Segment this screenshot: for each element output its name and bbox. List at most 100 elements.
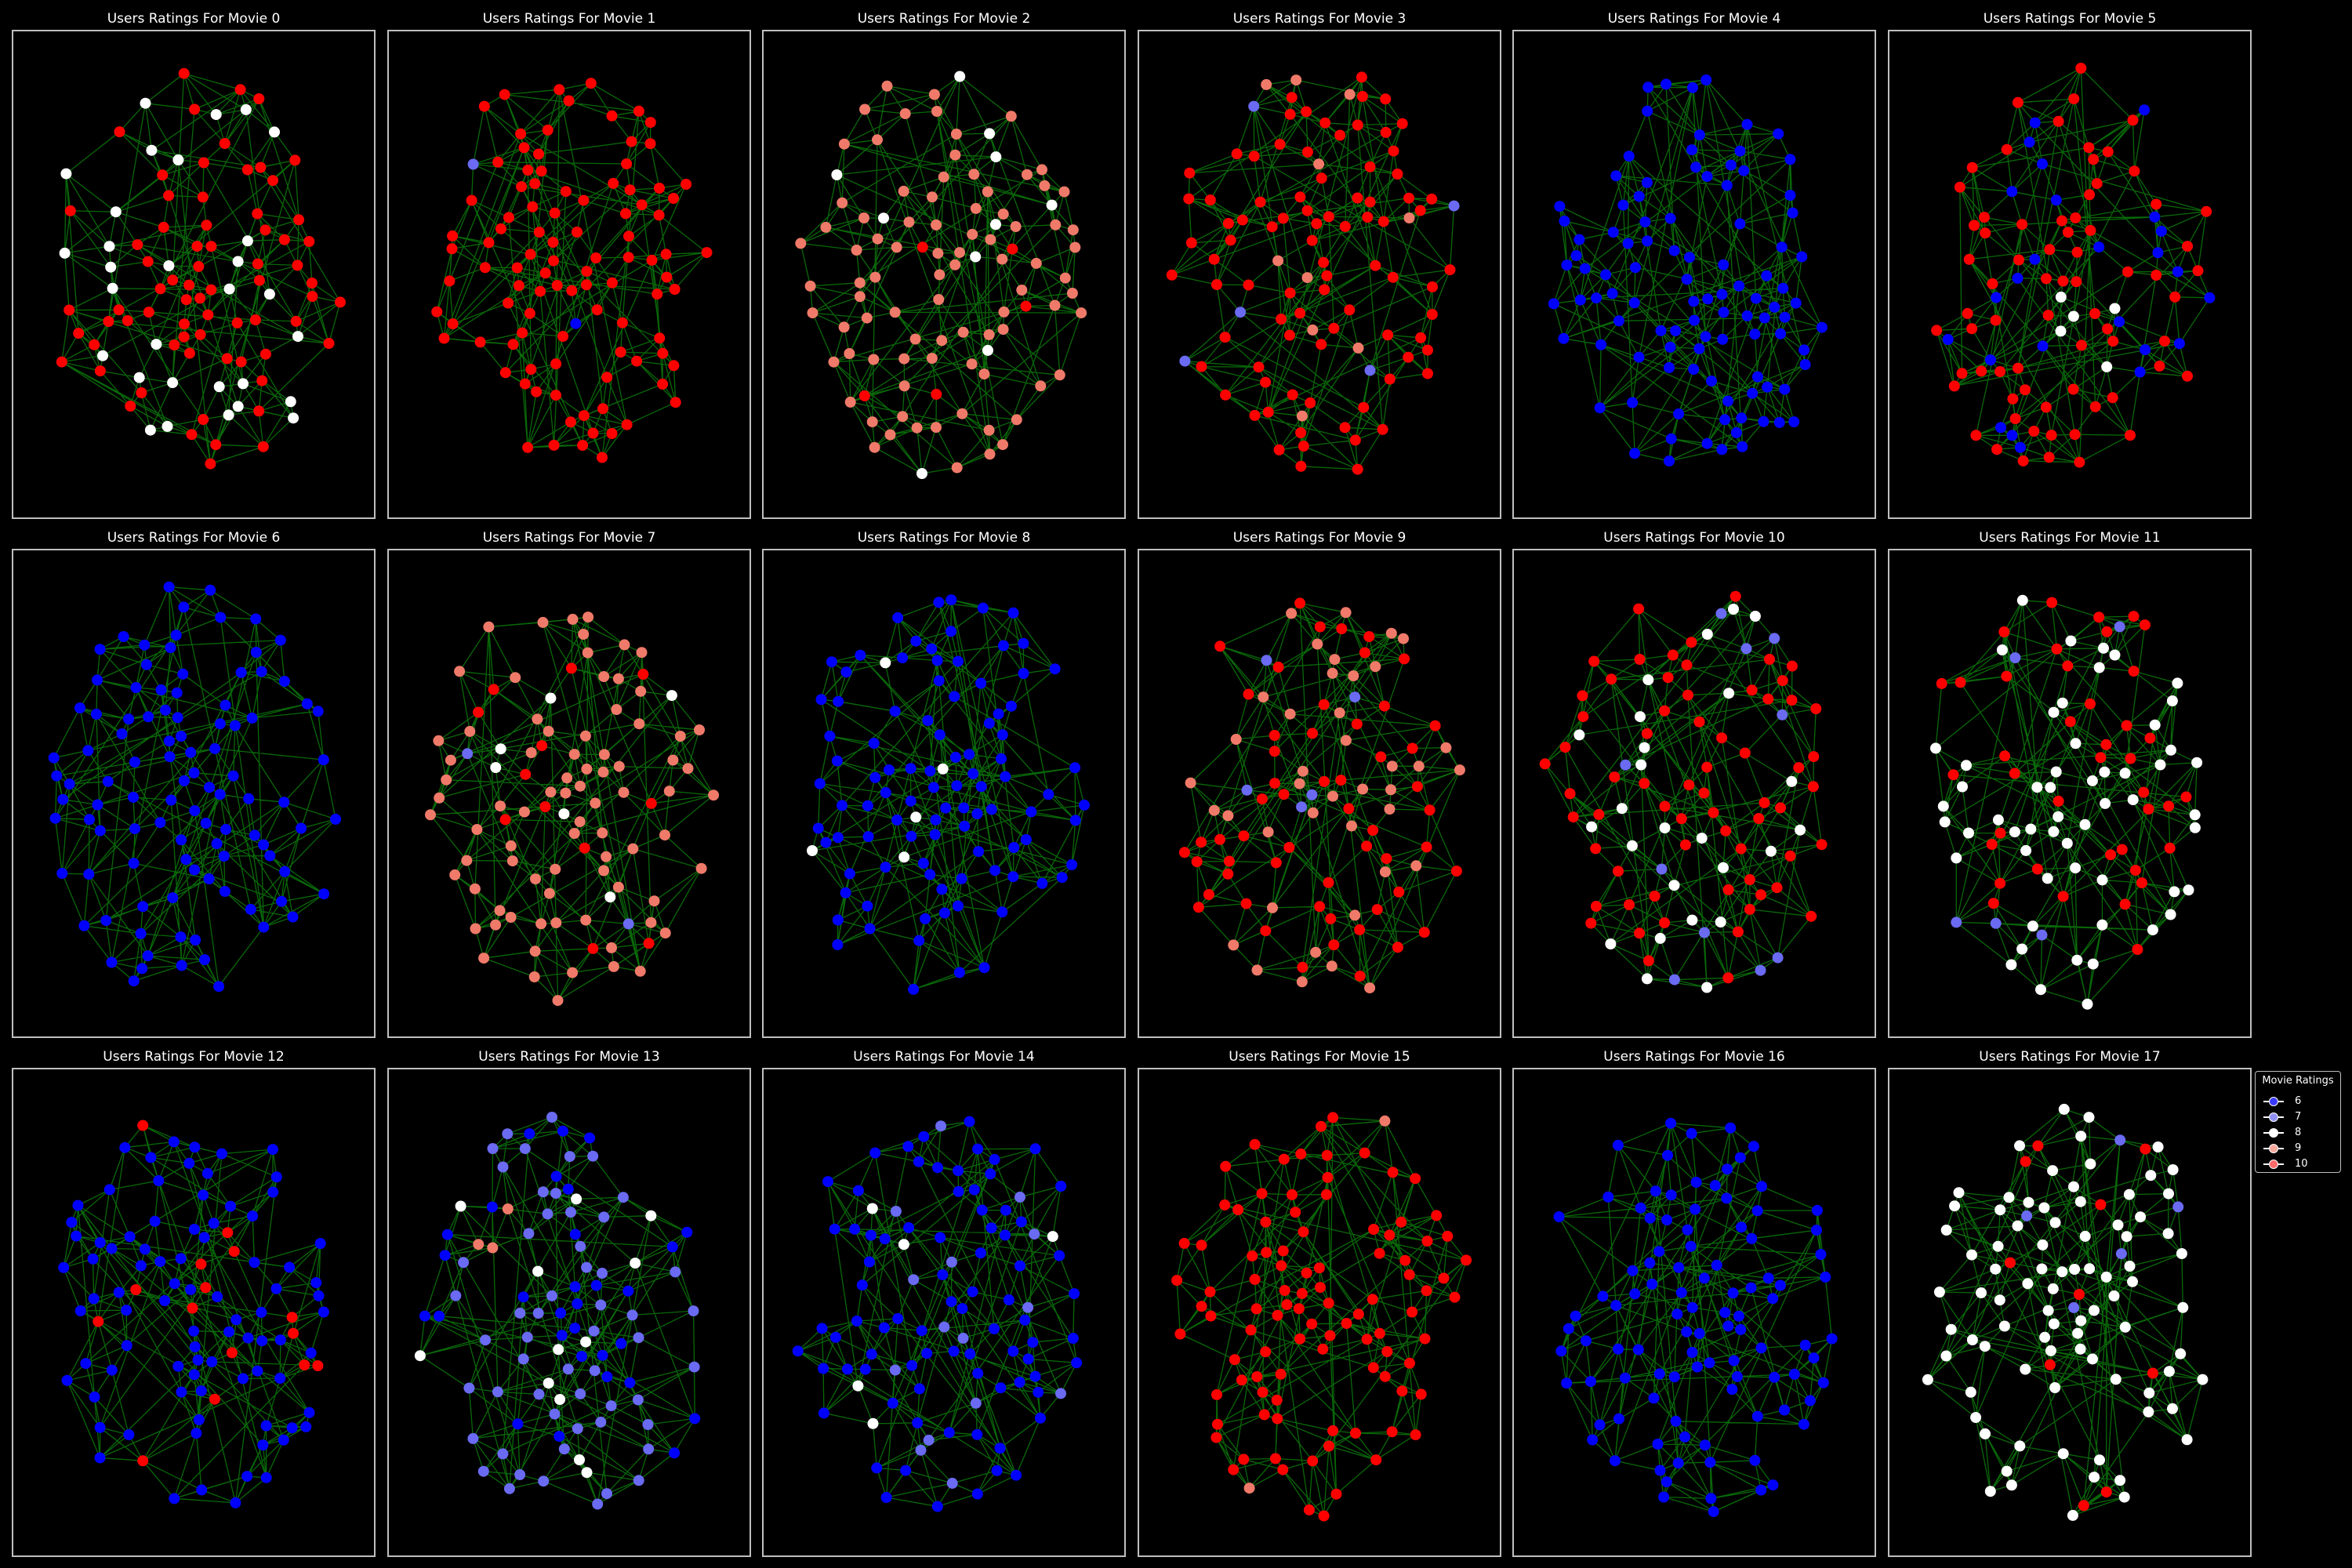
user-node-rating-8 bbox=[1990, 1263, 2002, 1275]
user-node-rating-6 bbox=[313, 1290, 325, 1301]
network-graph-movie-15 bbox=[1171, 1112, 1472, 1522]
legend-marker-8 bbox=[2269, 1128, 2278, 1138]
user-node-rating-6 bbox=[1722, 1163, 1733, 1175]
user-node-rating-10 bbox=[142, 256, 154, 267]
network-graph-movie-12 bbox=[58, 1120, 329, 1508]
user-node-rating-6 bbox=[58, 1261, 70, 1273]
user-node-rating-6 bbox=[991, 1465, 1003, 1476]
user-node-rating-6 bbox=[880, 1492, 892, 1503]
user-node-rating-6 bbox=[891, 814, 903, 826]
user-node-rating-6 bbox=[250, 647, 262, 658]
panel-movie-3: Users Ratings For Movie 3 bbox=[1138, 11, 1501, 519]
user-node-rating-6 bbox=[123, 713, 135, 725]
user-node-rating-6 bbox=[1762, 381, 1773, 393]
user-node-rating-10 bbox=[636, 199, 648, 211]
user-node-rating-6 bbox=[199, 954, 210, 966]
panel-title: Users Ratings For Movie 16 bbox=[1603, 1049, 1785, 1065]
user-node-rating-8 bbox=[495, 743, 506, 755]
user-node-rating-6 bbox=[1688, 296, 1700, 307]
user-node-rating-8 bbox=[2181, 1434, 2193, 1446]
user-node-rating-8 bbox=[2154, 759, 2166, 771]
user-node-rating-10 bbox=[1191, 856, 1203, 868]
user-node-rating-6 bbox=[1773, 416, 1785, 428]
user-node-rating-10 bbox=[323, 338, 335, 349]
user-node-rating-8 bbox=[1765, 845, 1777, 857]
user-node-rating-8 bbox=[2189, 822, 2201, 833]
user-node-rating-10 bbox=[1679, 839, 1691, 851]
user-node-rating-6 bbox=[1655, 325, 1667, 336]
user-node-rating-10 bbox=[2089, 308, 2101, 319]
user-node-rating-10 bbox=[1247, 1250, 1258, 1261]
user-node-rating-8 bbox=[604, 891, 616, 903]
user-node-rating-6 bbox=[129, 757, 140, 768]
user-node-rating-6 bbox=[1777, 282, 1789, 294]
user-node-rating-6 bbox=[1815, 1249, 1827, 1260]
user-node-rating-9 bbox=[1290, 74, 1302, 86]
user-node-rating-10 bbox=[260, 224, 271, 236]
user-node-rating-7 bbox=[598, 1211, 610, 1223]
user-node-rating-7 bbox=[595, 1416, 607, 1428]
user-node-rating-10 bbox=[1166, 269, 1178, 281]
user-node-rating-10 bbox=[1720, 825, 1732, 837]
user-node-rating-8 bbox=[2058, 1103, 2070, 1115]
user-node-rating-6 bbox=[1698, 1272, 1710, 1284]
user-node-rating-10 bbox=[1613, 866, 1624, 877]
user-node-rating-10 bbox=[1642, 955, 1654, 967]
user-node-rating-10 bbox=[2164, 842, 2176, 854]
graph-edges bbox=[1544, 596, 1823, 989]
user-node-rating-10 bbox=[1210, 1432, 1222, 1443]
user-node-rating-6 bbox=[195, 1385, 207, 1397]
user-node-rating-6 bbox=[168, 1136, 180, 1148]
user-node-rating-6 bbox=[1646, 1278, 1658, 1290]
user-node-rating-9 bbox=[612, 881, 624, 893]
user-node-rating-6 bbox=[1702, 293, 1714, 305]
user-node-rating-10 bbox=[1205, 1310, 1217, 1322]
user-node-rating-6 bbox=[243, 793, 255, 804]
user-node-rating-10 bbox=[2051, 643, 2063, 655]
user-node-rating-9 bbox=[1230, 734, 1242, 745]
user-node-rating-8 bbox=[490, 762, 502, 773]
user-node-rating-10 bbox=[307, 291, 318, 302]
user-node-rating-10 bbox=[1319, 117, 1331, 129]
user-node-rating-10 bbox=[1236, 1374, 1247, 1386]
user-node-rating-6 bbox=[245, 903, 256, 915]
user-node-rating-8 bbox=[238, 378, 249, 390]
user-node-rating-8 bbox=[2031, 782, 2043, 793]
user-node-rating-10 bbox=[2085, 224, 2096, 236]
user-node-rating-9 bbox=[1054, 369, 1065, 381]
user-node-rating-10 bbox=[2057, 891, 2069, 902]
user-node-rating-6 bbox=[863, 1256, 875, 1268]
user-node-rating-9 bbox=[695, 862, 707, 874]
panel-movie-14: Users Ratings For Movie 14 bbox=[762, 1049, 1126, 1557]
user-node-rating-7 bbox=[1029, 1229, 1040, 1240]
user-node-rating-6 bbox=[1751, 371, 1763, 383]
user-node-rating-7 bbox=[1022, 1301, 1034, 1313]
user-node-rating-6 bbox=[225, 1200, 236, 1212]
user-node-rating-8 bbox=[2075, 1131, 2087, 1142]
user-node-rating-10 bbox=[1641, 728, 1653, 739]
user-node-rating-6 bbox=[2024, 136, 2035, 148]
user-node-rating-6 bbox=[975, 1247, 986, 1259]
user-node-rating-10 bbox=[154, 283, 166, 295]
user-node-rating-10 bbox=[1396, 1385, 1408, 1397]
user-node-rating-6 bbox=[1043, 789, 1054, 800]
panel-frame bbox=[1138, 549, 1501, 1038]
user-node-rating-10 bbox=[1301, 1267, 1312, 1279]
user-node-rating-10 bbox=[1759, 797, 1770, 808]
user-node-rating-6 bbox=[1561, 260, 1573, 271]
user-node-rating-9 bbox=[933, 294, 945, 305]
user-node-rating-7 bbox=[642, 1419, 654, 1430]
user-node-rating-10 bbox=[289, 154, 301, 166]
user-node-rating-9 bbox=[1022, 169, 1033, 180]
user-node-rating-6 bbox=[1000, 1229, 1011, 1241]
user-node-rating-8 bbox=[2093, 662, 2105, 673]
user-node-rating-10 bbox=[1367, 825, 1379, 836]
user-node-rating-9 bbox=[884, 429, 896, 441]
user-node-rating-10 bbox=[644, 138, 656, 150]
user-node-rating-6 bbox=[814, 778, 826, 789]
user-node-rating-9 bbox=[464, 725, 476, 737]
user-node-rating-8 bbox=[2096, 874, 2108, 886]
user-node-rating-10 bbox=[2100, 739, 2112, 750]
user-node-rating-6 bbox=[1708, 1506, 1719, 1518]
user-node-rating-6 bbox=[143, 711, 154, 723]
